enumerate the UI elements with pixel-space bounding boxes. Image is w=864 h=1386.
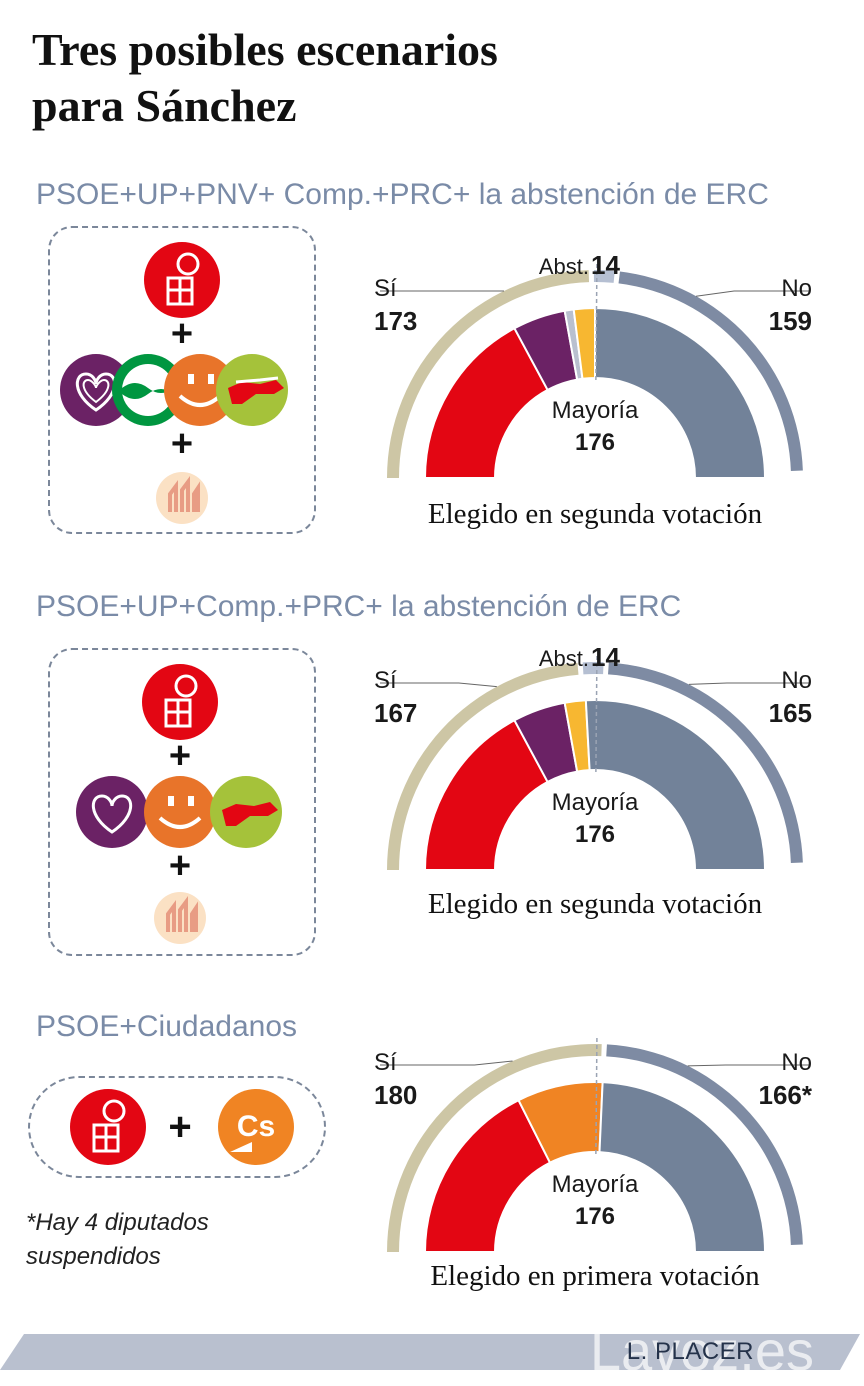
scenario-2-label: PSOE+UP+Comp.+PRC+ la abstención de ERC <box>36 590 682 623</box>
outer-arc-abst <box>582 662 604 675</box>
mayoria-label: Mayoría <box>552 397 639 424</box>
psoe-logo-icon <box>144 242 220 318</box>
no-value: 166* <box>759 1080 813 1110</box>
plus-icon: + <box>169 735 191 777</box>
pnv-logo-icon <box>112 354 184 426</box>
footnote-line-1: *Hay 4 diputados <box>26 1209 209 1236</box>
scenario-1-semicircle: Sí 173 No 159 Abst. 14 Mayoría 176 <box>374 250 812 479</box>
mayoria-label: Mayoría <box>552 1171 639 1198</box>
mayoria-value: 176 <box>575 1203 615 1230</box>
abst-label: Abst. <box>539 254 589 279</box>
scenario-1-result: Elegido en segunda votación <box>427 498 763 530</box>
seat-arc-resto <box>584 699 767 871</box>
scenario-3-semicircle: Sí 180 No 166* Mayoría 176 <box>374 1038 813 1253</box>
ciudadanos-logo-icon: Cs <box>218 1089 294 1165</box>
si-label: Sí <box>374 667 397 694</box>
majority-line <box>595 264 598 381</box>
plus-icon: + <box>168 1105 191 1149</box>
scenario-1-logo-box: + + <box>48 226 316 534</box>
plus-icon: + <box>171 423 193 465</box>
psoe-logo-icon <box>70 1089 146 1165</box>
watermark: Lavoz.es <box>589 1319 814 1382</box>
chart-title: Tres posibles escenarios para Sánchez <box>32 22 832 134</box>
scenario-2-result: Elegido en segunda votación <box>427 888 763 920</box>
outer-arc-no <box>606 1044 803 1245</box>
no-value: 159 <box>769 306 812 336</box>
si-value: 173 <box>374 306 417 336</box>
scenario-2-semicircle: Sí 167 No 165 Abst. 14 Mayoría 176 <box>374 642 812 871</box>
scenario-2-logo-box: + + <box>48 648 316 956</box>
si-value: 180 <box>374 1080 417 1110</box>
no-leader-line <box>687 1064 810 1067</box>
credit: L. PLACER <box>626 1338 754 1365</box>
prc-logo-icon <box>216 354 288 426</box>
plus-icon: + <box>169 845 191 887</box>
seat-arc-resto <box>594 306 767 479</box>
mayoria-value: 176 <box>575 821 615 848</box>
scenario-1-party-logos: + + <box>60 242 288 524</box>
footer-bar <box>0 1334 864 1370</box>
no-value: 165 <box>769 698 812 728</box>
outer-arc-abst <box>593 270 615 283</box>
outer-arc-si <box>387 270 590 478</box>
footnote-line-2: suspendidos <box>26 1243 161 1270</box>
scenario-1-label: PSOE+UP+PNV+ Comp.+PRC+ la abstención de… <box>36 178 769 211</box>
mayoria-value: 176 <box>575 429 615 456</box>
svg-text:Cs: Cs <box>237 1110 275 1143</box>
abst-value: 14 <box>591 250 620 280</box>
podemos-logo-icon <box>60 354 132 426</box>
mayoria-label: Mayoría <box>552 789 639 816</box>
scenario-2-party-logos: + + <box>76 664 282 944</box>
outer-arc-si <box>387 662 579 870</box>
podemos-logo-icon <box>76 776 148 848</box>
title-line-1: Tres posibles escenarios <box>32 24 498 75</box>
erc-logo-icon <box>156 472 208 524</box>
majority-line <box>595 656 598 773</box>
scenario-3-logo-box: + Cs <box>28 1076 326 1178</box>
psoe-logo-icon <box>142 664 218 740</box>
no-label: No <box>781 275 812 302</box>
outer-arc-no <box>618 271 803 471</box>
compromis-logo-icon <box>144 776 216 848</box>
footnote: *Hay 4 diputados suspendidos <box>26 1206 209 1274</box>
title-line-2: para Sánchez <box>32 80 297 131</box>
no-label: No <box>781 667 812 694</box>
footer-band <box>0 1334 860 1370</box>
no-label: No <box>781 1049 812 1076</box>
compromis-logo-icon <box>164 354 236 426</box>
si-label: Sí <box>374 275 397 302</box>
si-value: 167 <box>374 698 417 728</box>
no-leader-line <box>688 682 810 685</box>
majority-line <box>595 1038 598 1155</box>
no-leader-line <box>695 290 810 297</box>
abst-label: Abst. <box>539 646 589 671</box>
si-leader-line <box>380 682 497 688</box>
erc-logo-icon <box>154 892 206 944</box>
scenario-3-result: Elegido en primera votación <box>430 1260 760 1292</box>
si-label: Sí <box>374 1049 397 1076</box>
si-leader-line <box>380 1060 513 1066</box>
seat-arc-resto <box>598 1081 767 1253</box>
abst-value: 14 <box>591 642 620 672</box>
plus-icon: + <box>171 313 193 355</box>
prc-logo-icon <box>210 776 282 848</box>
outer-arc-no <box>608 662 803 863</box>
scenario-3-party-logos: + Cs <box>70 1089 294 1165</box>
scenario-3-label: PSOE+Ciudadanos <box>36 1010 298 1043</box>
